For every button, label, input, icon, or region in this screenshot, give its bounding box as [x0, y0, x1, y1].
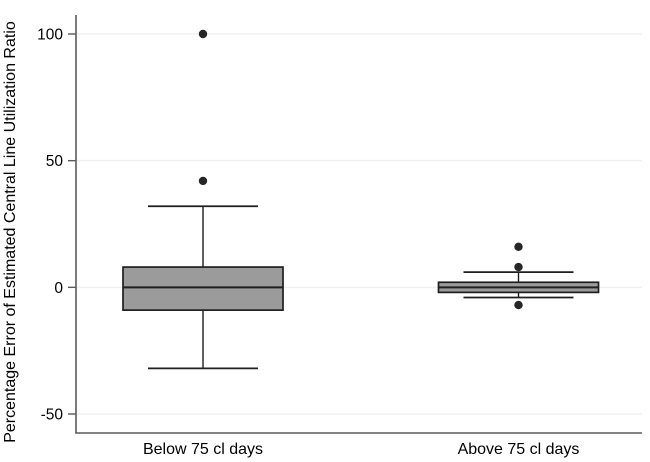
y-tick-label: 100: [37, 26, 63, 43]
y-tick-label: -50: [41, 406, 64, 423]
y-tick-label: 0: [54, 280, 63, 297]
x-category-label: Below 75 cl days: [143, 441, 263, 458]
iqr-box: [122, 266, 284, 311]
outlier-point: [514, 300, 523, 310]
x-category-label: Above 75 cl days: [458, 441, 580, 458]
outlier-point: [514, 242, 523, 251]
y-tick-label: 50: [46, 153, 64, 170]
outlier-point: [198, 176, 208, 186]
outlier-point: [198, 29, 208, 39]
outlier-point: [514, 262, 523, 272]
y-axis-title: Percentage Error of Estimated Central Li…: [2, 21, 19, 443]
